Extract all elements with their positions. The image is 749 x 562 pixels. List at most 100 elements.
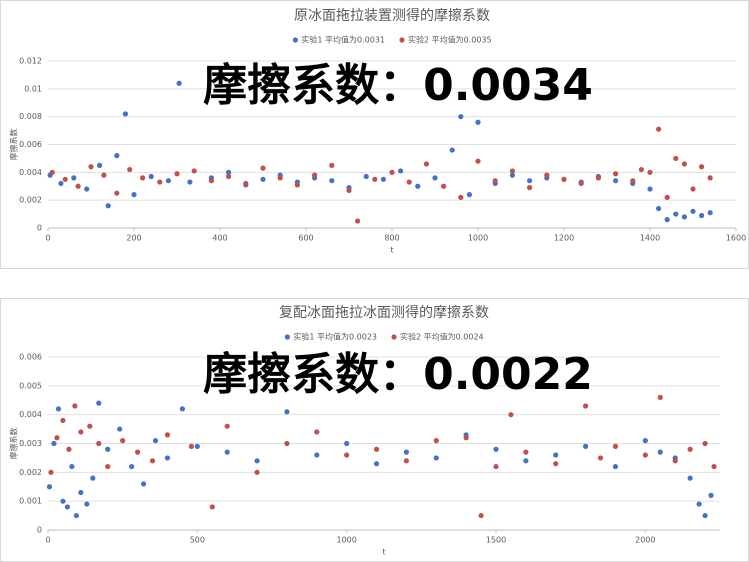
point (48, 469, 54, 475)
point (711, 463, 717, 470)
point (523, 458, 529, 464)
point (174, 171, 180, 177)
point (403, 449, 409, 455)
point (389, 169, 395, 175)
y-tick-label: 0.006 (19, 140, 42, 149)
point (372, 176, 378, 182)
legend: 实验1 平均值为0.0023 实验2 平均值为0.0024 (284, 332, 484, 342)
point (129, 463, 135, 470)
point (708, 492, 714, 498)
point (478, 512, 484, 519)
point (544, 172, 550, 178)
point (699, 212, 705, 219)
point (243, 180, 249, 187)
point (312, 172, 318, 178)
point (373, 461, 380, 467)
point (656, 205, 662, 212)
y-tick-label: 0.01 (24, 84, 42, 93)
point (657, 449, 663, 455)
point (140, 481, 147, 487)
point (176, 80, 182, 86)
point (75, 183, 81, 189)
point (120, 438, 126, 444)
point (702, 512, 708, 519)
point (702, 440, 708, 447)
point (64, 504, 71, 510)
point (672, 458, 678, 464)
point (613, 178, 619, 184)
point (355, 218, 361, 224)
x-axis-label: t (382, 548, 385, 557)
point (523, 449, 529, 455)
point (49, 169, 55, 175)
point (140, 175, 146, 181)
point (583, 443, 589, 449)
legend-label: 实验2 平均值为0.0024 (400, 332, 484, 342)
x-tick-label: 500 (190, 536, 205, 545)
point (105, 203, 111, 209)
point (373, 446, 380, 452)
annotation: 摩擦系数：0.0022 (203, 349, 593, 400)
point (561, 176, 567, 182)
point (493, 463, 499, 470)
y-tick-label: 0.008 (19, 112, 42, 121)
point (209, 504, 215, 510)
point (131, 192, 137, 198)
point (707, 210, 713, 216)
point (612, 463, 619, 470)
y-tick-label: 0.005 (19, 381, 42, 390)
legend-label: 实验1 平均值为0.0031 (301, 35, 385, 45)
point (363, 173, 369, 180)
point (527, 185, 533, 191)
point (55, 406, 62, 412)
point (260, 165, 266, 171)
point (707, 175, 713, 181)
point (157, 179, 163, 185)
point (78, 429, 84, 435)
point (114, 190, 120, 196)
y-axis-label: 摩擦系数 (9, 428, 19, 460)
x-tick-label: 1600 (726, 234, 746, 243)
point (58, 180, 64, 187)
point (458, 194, 464, 200)
point (329, 162, 335, 168)
point (191, 168, 197, 174)
point (105, 446, 111, 452)
point (664, 217, 670, 223)
point (433, 455, 439, 461)
x-tick-label: 1000 (336, 536, 356, 545)
x-axis-label: t (390, 246, 393, 255)
legend-marker (391, 334, 397, 340)
point (475, 158, 481, 164)
point (84, 186, 90, 192)
point (71, 175, 77, 181)
point (226, 169, 232, 175)
point (403, 458, 409, 464)
point (90, 475, 96, 481)
point (656, 126, 662, 132)
point (638, 166, 645, 173)
point (344, 452, 350, 458)
point (284, 440, 290, 447)
point (164, 432, 171, 438)
y-tick-label: 0.002 (19, 196, 42, 205)
x-tick-label: 0 (45, 234, 50, 243)
point (117, 426, 123, 432)
y-axis-label: 摩擦系数 (9, 129, 19, 161)
x-tick-label: 1000 (468, 234, 488, 243)
y-tick-label: 0.004 (19, 410, 42, 419)
point (62, 176, 68, 182)
point (673, 211, 679, 217)
y-tick-label: 0 (37, 224, 42, 233)
chart-panel (0, 0, 749, 269)
legend: 实验1 平均值为0.0031 实验2 平均值为0.0035 (292, 35, 492, 45)
point (509, 168, 515, 174)
point (553, 452, 559, 458)
chart-panel (0, 298, 749, 562)
point (406, 179, 412, 185)
x-tick-label: 1400 (640, 234, 660, 243)
point (423, 161, 429, 167)
point (188, 443, 194, 449)
point (114, 153, 120, 159)
point (226, 173, 232, 180)
